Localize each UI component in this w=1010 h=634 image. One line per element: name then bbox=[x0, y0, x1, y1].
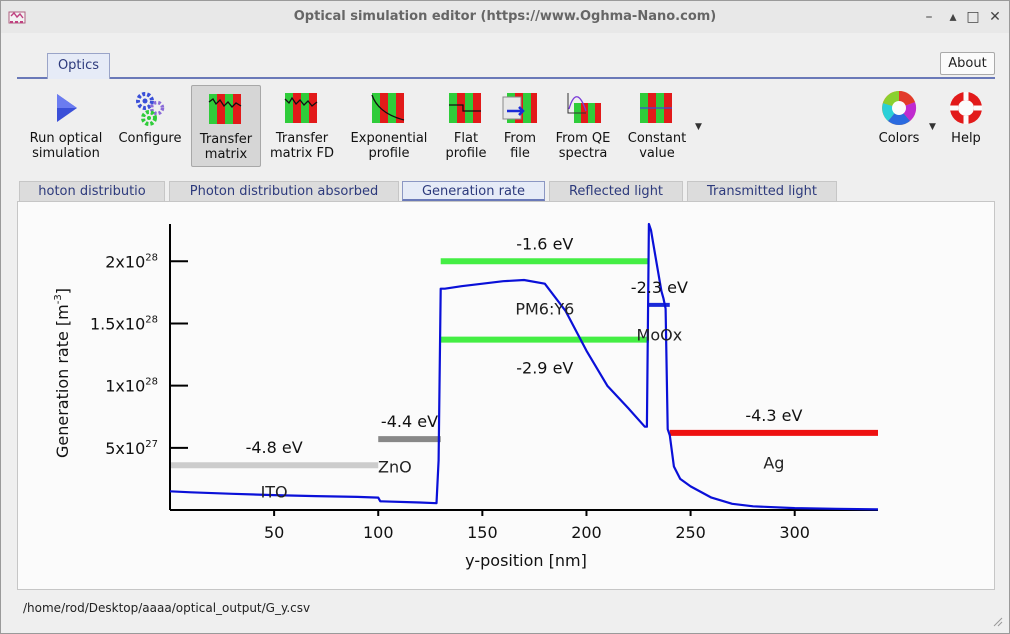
tool-label: Constant value bbox=[627, 131, 687, 161]
x-tick-label: 100 bbox=[363, 523, 394, 542]
x-tick-label: 300 bbox=[779, 523, 810, 542]
colors-dropdown-arrow-icon[interactable]: ▼ bbox=[929, 122, 936, 132]
play-icon bbox=[57, 94, 77, 122]
constant-value-button[interactable]: Constant value bbox=[621, 85, 693, 167]
toolbar-overflow-arrow-icon[interactable]: ▼ bbox=[695, 122, 702, 132]
layer-name-label: ZnO bbox=[378, 457, 412, 476]
energy-band-label: -4.4 eV bbox=[381, 412, 438, 431]
generation-rate-series-line bbox=[169, 222, 879, 511]
from-qe-spectra-button[interactable]: From QE spectra bbox=[550, 85, 616, 167]
tool-label: Exponential profile bbox=[350, 131, 428, 161]
energy-band-label: -4.8 eV bbox=[246, 438, 303, 457]
layer-name-label: PM6:Y6 bbox=[515, 300, 574, 319]
tool-label: Transfer matrix bbox=[199, 132, 253, 162]
layer-name-label: Ag bbox=[763, 454, 784, 473]
flat-profile-icon bbox=[449, 93, 481, 123]
tab-optics[interactable]: Optics bbox=[47, 53, 110, 79]
about-button[interactable]: About bbox=[940, 52, 995, 75]
app-icon bbox=[8, 11, 26, 24]
flat-profile-button[interactable]: Flat profile bbox=[439, 85, 493, 167]
resize-grip-icon[interactable] bbox=[991, 615, 1003, 627]
tab-photon-distribution-absorbed[interactable]: Photon distribution absorbed bbox=[169, 181, 399, 201]
constant-value-icon bbox=[640, 93, 672, 123]
help-button[interactable]: Help bbox=[941, 85, 991, 167]
tool-label: From file bbox=[503, 131, 537, 161]
qe-spectra-icon bbox=[567, 93, 601, 123]
energy-band-label: -4.3 eV bbox=[745, 406, 802, 425]
layer-name-label: MoOx bbox=[637, 326, 683, 345]
transfer-matrix-fd-button[interactable]: Transfer matrix FD bbox=[266, 85, 338, 167]
energy-band-label: -2.9 eV bbox=[516, 359, 573, 378]
from-file-icon bbox=[502, 93, 537, 123]
minimize-icon[interactable]: – bbox=[925, 9, 933, 25]
tool-label: Help bbox=[951, 131, 981, 146]
y-axis-label: Generation rate [m-3] bbox=[53, 288, 72, 458]
lifebuoy-icon bbox=[950, 92, 982, 124]
energy-band-label: -2.3 eV bbox=[631, 278, 688, 297]
transfer-matrix-fd-icon bbox=[284, 93, 318, 123]
y-tick-label: 1x1028 bbox=[105, 377, 158, 396]
transfer-matrix-button[interactable]: Transfer matrix bbox=[191, 85, 261, 167]
gears-icon bbox=[136, 92, 165, 126]
energy-band-label: -1.6 eV bbox=[516, 234, 573, 253]
x-tick-label: 50 bbox=[264, 523, 284, 542]
window-title: Optical simulation editor (https://www.O… bbox=[293, 9, 717, 24]
from-file-button[interactable]: From file bbox=[497, 85, 543, 167]
transfer-matrix-icon bbox=[208, 94, 242, 124]
maximize-icon[interactable]: □ bbox=[966, 9, 980, 25]
status-file-path: /home/rod/Desktop/aaaa/optical_output/G_… bbox=[23, 601, 311, 615]
tool-label: Run optical simulation bbox=[29, 131, 103, 161]
layer-name-label: ITO bbox=[261, 482, 288, 501]
tool-label: Flat profile bbox=[445, 131, 487, 161]
generation-rate-plot-panel[interactable]: 50 100 150 200 250 300 5x1027 1x1028 1.5x1028 2x1… bbox=[17, 201, 995, 590]
tool-label: Configure bbox=[118, 131, 182, 146]
y-tick-label: 5x1027 bbox=[105, 439, 158, 458]
colors-button[interactable]: Colors bbox=[869, 85, 929, 167]
exponential-profile-button[interactable]: Exponential profile bbox=[344, 85, 434, 167]
x-tick-label: 250 bbox=[675, 523, 706, 542]
ribbon-tab-bar: Optics bbox=[17, 53, 995, 79]
shade-icon[interactable]: ▴ bbox=[949, 9, 957, 25]
close-icon[interactable]: ✕ bbox=[989, 9, 1001, 25]
x-tick-label: 200 bbox=[571, 523, 602, 542]
title-bar[interactable]: Optical simulation editor (https://www.O… bbox=[1, 1, 1009, 33]
configure-button[interactable]: Configure bbox=[114, 85, 186, 167]
run-optical-simulation-button[interactable]: Run optical simulation bbox=[23, 85, 109, 167]
tool-label: From QE spectra bbox=[555, 131, 611, 161]
color-wheel-icon bbox=[882, 90, 917, 126]
y-tick-label: 2x1028 bbox=[105, 252, 158, 271]
tab-photon-distribution[interactable]: hoton distributio bbox=[19, 181, 165, 201]
tab-reflected-light[interactable]: Reflected light bbox=[549, 181, 683, 201]
tab-transmitted-light[interactable]: Transmitted light bbox=[687, 181, 837, 201]
generation-rate-chart[interactable]: 50 100 150 200 250 300 5x1027 1x1028 1.5x1028 2x1… bbox=[18, 202, 994, 589]
exponential-profile-icon bbox=[371, 93, 405, 123]
tool-label: Colors bbox=[878, 131, 920, 146]
y-tick-label: 1.5x1028 bbox=[90, 314, 158, 333]
tool-label: Transfer matrix FD bbox=[270, 131, 334, 161]
x-axis-label: y-position [nm] bbox=[465, 551, 587, 570]
tab-generation-rate[interactable]: Generation rate bbox=[402, 181, 545, 201]
x-tick-label: 150 bbox=[467, 523, 498, 542]
